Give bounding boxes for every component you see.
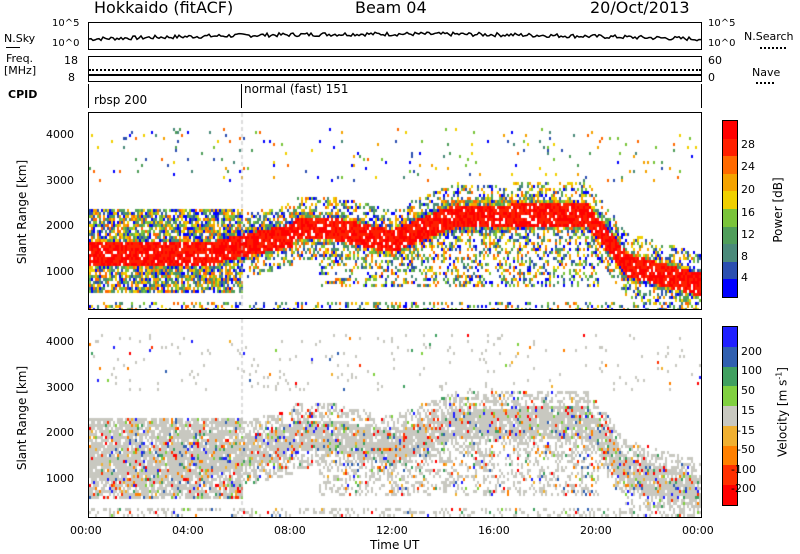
colorbar-swatch bbox=[723, 261, 737, 280]
colorbar-swatch bbox=[723, 173, 737, 192]
velocity-cb-tick: -200 bbox=[731, 482, 756, 495]
freq-tick-bottom: 8 bbox=[68, 71, 75, 84]
nave-trace bbox=[89, 69, 701, 71]
cpid-mode-1: rbsp 200 bbox=[94, 93, 148, 107]
freq-panel-box bbox=[88, 56, 702, 82]
colorbar-swatch bbox=[723, 406, 737, 426]
nave-tick-bottom: 0 bbox=[708, 71, 715, 84]
colorbar-swatch bbox=[723, 366, 737, 387]
velocity-colorbar bbox=[722, 326, 738, 506]
velocity-cb-tick: 200 bbox=[741, 345, 762, 358]
freq-tick-top: 18 bbox=[64, 54, 78, 67]
cpid-label: CPID bbox=[8, 88, 38, 101]
nsky-panel-box bbox=[88, 22, 702, 50]
nsky-label: N.Sky bbox=[4, 32, 36, 45]
colorbar-swatch bbox=[723, 121, 737, 139]
freq-label-bottom: [MHz] bbox=[4, 64, 37, 77]
x-tick: 20:00 bbox=[580, 524, 612, 537]
velocity-heatmap bbox=[89, 319, 701, 517]
velocity-cb-label: Velocity [m s-1] bbox=[774, 367, 790, 457]
x-tick: 00:00 bbox=[70, 524, 102, 537]
x-tick: 12:00 bbox=[376, 524, 408, 537]
nave-tick-top: 60 bbox=[708, 54, 722, 67]
power-cb-tick: 4 bbox=[741, 271, 748, 284]
velocity-ylabel: Slant Range [km] bbox=[15, 365, 29, 471]
x-tick: 04:00 bbox=[172, 524, 204, 537]
velocity-cb-tick: -100 bbox=[731, 463, 756, 476]
velocity-cb-tick: 50 bbox=[741, 384, 755, 397]
power-ytick: 3000 bbox=[46, 174, 74, 187]
x-tick: 16:00 bbox=[478, 524, 510, 537]
power-ytick: 1000 bbox=[46, 265, 74, 278]
nsky-legend-line bbox=[6, 47, 20, 48]
colorbar-swatch bbox=[723, 191, 737, 210]
beam-title: Beam 04 bbox=[355, 0, 427, 17]
colorbar-swatch bbox=[723, 386, 737, 407]
cpid-panel bbox=[88, 84, 702, 108]
power-cb-tick: 8 bbox=[741, 250, 748, 263]
power-cb-label: Power [dB] bbox=[771, 177, 785, 243]
power-ytick: 4000 bbox=[46, 128, 74, 141]
freq-label-top: Freq. bbox=[6, 52, 34, 65]
power-cb-tick: 16 bbox=[741, 206, 755, 219]
colorbar-swatch bbox=[723, 485, 737, 506]
colorbar-swatch bbox=[723, 279, 737, 297]
x-tick: 00:00 bbox=[682, 524, 714, 537]
nave-label: Nave bbox=[752, 66, 781, 79]
velocity-ytick: 1000 bbox=[46, 472, 74, 485]
power-ytick: 2000 bbox=[46, 219, 74, 232]
nsearch-label: N.Search bbox=[744, 30, 794, 43]
nave-legend-line bbox=[756, 82, 774, 84]
colorbar-swatch bbox=[723, 327, 737, 347]
nsearch-tick-bottom: 10^0 bbox=[708, 38, 736, 49]
cpid-mode-2: normal (fast) 151 bbox=[244, 82, 349, 96]
power-colorbar bbox=[722, 120, 738, 298]
colorbar-swatch bbox=[723, 156, 737, 174]
velocity-ytick: 2000 bbox=[46, 426, 74, 439]
nsky-trace bbox=[89, 31, 701, 42]
velocity-cb-tick: 15 bbox=[741, 404, 755, 417]
colorbar-swatch bbox=[723, 226, 737, 245]
power-ylabel: Slant Range [km] bbox=[15, 159, 29, 265]
power-heatmap bbox=[89, 113, 701, 309]
power-panel-box bbox=[88, 112, 702, 310]
velocity-cb-tick: 100 bbox=[741, 364, 762, 377]
nsky-tick-top: 10^5 bbox=[52, 18, 80, 29]
colorbar-swatch bbox=[723, 425, 737, 446]
nsearch-legend-line bbox=[760, 47, 786, 49]
colorbar-swatch bbox=[723, 465, 737, 486]
power-cb-tick: 12 bbox=[741, 228, 755, 241]
colorbar-swatch bbox=[723, 138, 737, 157]
radar-title: Hokkaido (fitACF) bbox=[94, 0, 234, 17]
velocity-ytick: 4000 bbox=[46, 335, 74, 348]
power-cb-tick: 20 bbox=[741, 183, 755, 196]
colorbar-swatch bbox=[723, 445, 737, 466]
freq-trace bbox=[89, 74, 701, 76]
x-tick: 08:00 bbox=[274, 524, 306, 537]
velocity-panel-box bbox=[88, 318, 702, 518]
date-title: 20/Oct/2013 bbox=[590, 0, 690, 17]
x-axis-label: Time UT bbox=[370, 538, 420, 552]
cpid-mode-divider bbox=[241, 84, 242, 108]
nsky-tick-bottom: 10^0 bbox=[52, 38, 80, 49]
velocity-cb-tick: -50 bbox=[737, 443, 755, 456]
nsearch-tick-top: 10^5 bbox=[708, 18, 736, 29]
colorbar-swatch bbox=[723, 244, 737, 262]
velocity-cb-tick: -15 bbox=[737, 424, 755, 437]
power-cb-tick: 24 bbox=[741, 160, 755, 173]
colorbar-swatch bbox=[723, 346, 737, 367]
power-cb-tick: 28 bbox=[741, 138, 755, 151]
velocity-ytick: 3000 bbox=[46, 381, 74, 394]
colorbar-swatch bbox=[723, 209, 737, 227]
